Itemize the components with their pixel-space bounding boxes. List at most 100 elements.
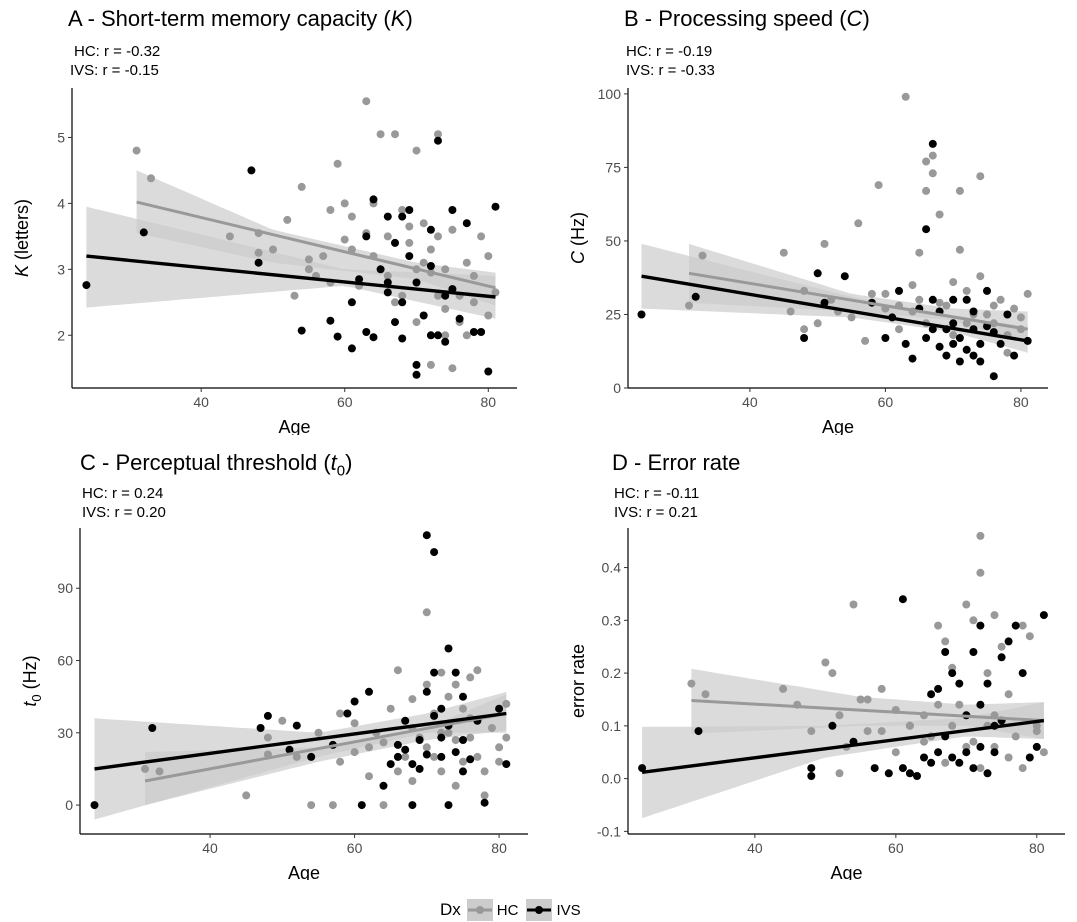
panel-d-point-ivs: [694, 727, 703, 736]
panel-b-point-ivs: [962, 295, 971, 304]
panel-a-point-ivs: [254, 258, 263, 267]
panel-a-point-hc: [462, 331, 471, 340]
panel-a-point-ivs: [398, 334, 407, 343]
panel-c-point-ivs: [459, 692, 467, 701]
panel-b-point-hc: [685, 301, 693, 310]
legend-title: Dx: [440, 900, 461, 919]
panel-d-point-hc: [856, 695, 865, 704]
panel-d-point-hc: [849, 600, 858, 609]
panel-c-point-ivs: [350, 697, 359, 706]
panel-b-point-hc: [955, 245, 964, 254]
panel-b-point-hc: [813, 319, 822, 328]
panel-d-x-label: Age: [830, 863, 862, 880]
panel-d-point-hc: [969, 737, 978, 746]
panel-c-point-ivs: [379, 781, 388, 790]
panel-b-point-hc: [915, 295, 924, 304]
panel-a-point-hc: [484, 311, 493, 320]
panel-b-fit-hc: [688, 271, 1028, 331]
panel-b-point-hc: [955, 186, 964, 195]
panel-d-confidence-bands: [642, 668, 1044, 819]
panel-c-point-ivs: [307, 752, 316, 761]
panel-c-point-ivs: [495, 704, 504, 713]
panel-c-point-hc: [365, 772, 373, 781]
panel-c-point-hc: [487, 724, 496, 732]
panel-d-y-label: error rate: [568, 644, 588, 718]
panel-d-point-hc: [969, 616, 978, 625]
panel-b-point-ivs: [840, 272, 849, 281]
panel-a-point-hc: [304, 255, 313, 264]
panel-b-point-ivs: [955, 334, 964, 342]
panel-c-point-ivs: [90, 801, 99, 810]
panel-a-x-tick-label: 40: [193, 394, 209, 410]
panel-a-chart: 40 60 80 2 3 4 5 Age K (letters): [12, 88, 517, 435]
panel-c-x-tick-label: 80: [491, 840, 507, 856]
panel-b-point-hc: [996, 295, 1005, 304]
panel-d-y-tick-label: 0.1: [602, 718, 622, 734]
panel-b-point-hc: [779, 248, 788, 257]
panel-b-y-tick-label: 25: [605, 306, 621, 322]
panel-b-y-tick-label: 50: [605, 233, 621, 249]
panel-b-point-hc: [881, 289, 890, 298]
panel-b-point-ivs: [962, 345, 971, 354]
panel-c-point-hc: [314, 728, 323, 737]
panel-b-point-hc: [928, 151, 937, 160]
panel-b-x-tick-label: 80: [1013, 394, 1029, 410]
panel-a-point-ivs: [426, 262, 435, 270]
panel-b-point-hc: [976, 272, 985, 281]
panel-a-title: A - Short-term memory capacity (K): [68, 6, 413, 31]
panel-a-point-hc: [391, 130, 399, 139]
panel-a-point-hc: [254, 248, 263, 257]
panel-a-point-hc: [347, 212, 356, 221]
panel-b-fit-lines: [641, 271, 1028, 343]
panel-c-point-hc: [386, 704, 395, 713]
panel-d-y-tick-label: 0.2: [602, 665, 622, 681]
panel-c-corr-ivs: IVS: r = 0.20: [82, 504, 166, 521]
panel-d-point-ivs: [934, 684, 943, 693]
panel-b-point-ivs: [969, 351, 978, 360]
panel-d-point-ivs: [948, 669, 957, 678]
panel-b-point-hc: [935, 210, 944, 219]
panel-d-x-tick-label: 80: [1029, 840, 1045, 856]
panel-d-point-ivs: [898, 595, 907, 604]
panel-a-point-ivs: [247, 166, 256, 175]
legend-label-ivs: IVS: [556, 901, 581, 919]
panel-c-point-hc: [466, 673, 475, 682]
panel-c-point-hc: [242, 791, 251, 800]
panel-c-fit-ivs: [94, 711, 507, 771]
panel-d-point-ivs: [983, 769, 992, 778]
panel-c-point-hc: [422, 743, 431, 752]
panel-d-point-ivs: [905, 769, 914, 778]
legend: Dx HC IVS: [440, 898, 589, 922]
panel-c-point-hc: [328, 801, 337, 810]
panel-c-point-hc: [278, 716, 287, 725]
panel-b-point-ivs: [901, 339, 910, 348]
panel-a-point-hc: [269, 245, 277, 254]
panel-b-point-hc: [962, 319, 971, 328]
panel-b-point-ivs: [922, 334, 931, 342]
panel-c-point-hc: [365, 743, 373, 752]
panel-a-point-ivs: [405, 252, 414, 261]
panel-a-y-tick-label: 3: [57, 261, 65, 277]
panel-d-point-ivs: [1018, 669, 1027, 678]
panel-c-point-hc: [292, 752, 301, 761]
panel-c-point-hc: [350, 719, 359, 728]
panel-a-point-ivs: [362, 328, 371, 336]
panel-d-point-hc: [701, 690, 710, 699]
panel-a-point-ivs: [405, 206, 414, 214]
panel-c-point-hc: [430, 752, 439, 761]
panel-a-point-ivs: [484, 367, 493, 376]
panel-a-point-ivs: [383, 212, 392, 221]
panel-d-point-ivs: [955, 679, 964, 688]
panel-a-point-hc: [362, 97, 371, 106]
panel-d-point-ivs: [934, 748, 943, 757]
panel-b-point-hc: [1010, 304, 1019, 313]
panel-c-point-ivs: [415, 764, 424, 773]
panel-b-corr-hc: HC: r = -0.19: [626, 43, 713, 60]
panel-a-point-hc: [469, 298, 478, 307]
panel-c-y-tick-label: 90: [57, 580, 73, 596]
panel-a-point-ivs: [419, 311, 428, 320]
panel-d-y-tick-label: 0.4: [602, 560, 622, 576]
panel-b-point-ivs: [800, 334, 809, 342]
panel-c-point-ivs: [292, 721, 301, 730]
panel-a-point-ivs: [426, 331, 435, 340]
